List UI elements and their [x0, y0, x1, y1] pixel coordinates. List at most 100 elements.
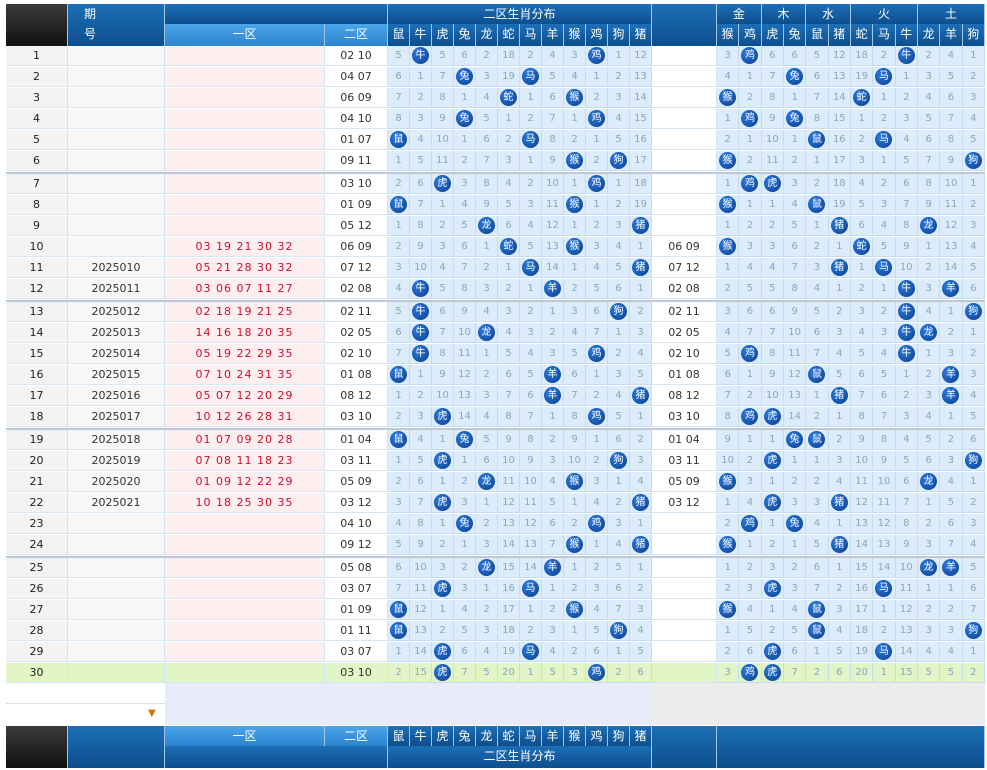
zodiac-hit-ball: 马: [875, 643, 893, 660]
zodiac-miss-count: 10: [432, 386, 454, 406]
zone2-numbers-repeat: 01 04: [652, 430, 717, 450]
zodiac-hit-cell: 龙: [476, 216, 498, 236]
element-miss-count: 4: [761, 258, 784, 278]
table-row: 20 2025019 07 08 11 18 23 03 11 1 5 虎 1 6 10 9 3 10 2…: [6, 451, 985, 471]
zodiac-miss-count: 5: [454, 216, 476, 236]
element-miss-count: 3: [783, 493, 807, 513]
table-row: 25 05 08 6 10 3 2 龙 15 14 羊 1 2 5 1 1 2 3 2 6 1 15 14 10 龙羊 5: [6, 558, 985, 578]
zodiac-miss-count: 7: [410, 493, 432, 513]
zodiac-hit-ball: 猴: [719, 196, 737, 213]
zodiac-hit-ball: 虎: [763, 452, 781, 469]
element-miss-count: 2: [739, 386, 762, 406]
element-col-header-11: 狗: [962, 24, 985, 46]
element-miss-count: 1: [739, 430, 762, 450]
zodiac-hit-ball: 龙: [478, 324, 495, 341]
zodiac-miss-count: 5: [476, 663, 498, 683]
zodiac-miss-count: 10: [410, 258, 432, 278]
element-miss-count: 3: [895, 109, 918, 129]
element-miss-count: 3: [761, 558, 784, 578]
element-col-header-7: 马: [873, 24, 896, 46]
element-miss-count: 4: [850, 174, 874, 194]
element-miss-count: 3: [962, 216, 985, 236]
element-miss-count: 6: [739, 642, 762, 662]
zodiac-miss-count: 4: [608, 109, 630, 129]
footer-zodiac-headers: 鼠牛虎兔龙蛇马羊猴鸡狗猪: [388, 726, 652, 746]
table-row: 14 2025013 14 16 18 20 35 02 05 6 牛 7 10 龙 4 3 2 4 7 1…: [6, 323, 985, 343]
zone1-numbers: [165, 130, 325, 150]
zodiac-hit-ball: 鸡: [741, 175, 759, 192]
table-row: 29 03 07 1 14 虎 6 4 19 马 4 2 6 1 5 2 6 虎 6 1 5 19 马 14 4 4 1: [6, 642, 985, 662]
zodiac-miss-count: 11: [542, 195, 564, 215]
zodiac-miss-count: 3: [410, 109, 432, 129]
element-hit-cell: 牛: [895, 46, 918, 66]
zodiac-hit-ball: 猴: [566, 152, 583, 169]
zodiac-miss-count: 1: [520, 663, 542, 683]
zodiac-miss-count: 5: [388, 302, 410, 322]
zodiac-miss-count: 6: [586, 302, 608, 322]
zodiac-miss-count: 14: [454, 407, 476, 427]
row-number: 5: [6, 130, 68, 150]
zodiac-hit-ball: 羊: [544, 366, 561, 383]
zodiac-miss-count: 2: [476, 514, 498, 534]
element-miss-count: 15: [828, 109, 851, 129]
table-row: 18 2025017 10 12 26 28 31 03 10 2 3 虎 14 4 8 7 1 8 鸡 5…: [6, 407, 985, 427]
element-miss-count: 10: [761, 386, 784, 406]
element-hit-cell: 虎: [761, 663, 784, 683]
zodiac-miss-count: 8: [476, 174, 498, 194]
zodiac-miss-count: 6: [410, 174, 432, 194]
zone2-numbers-repeat: [652, 558, 717, 578]
zodiac-miss-count: 2: [454, 151, 476, 171]
zodiac-miss-count: 11: [520, 493, 542, 513]
zodiac-hit-ball: 鸡: [588, 664, 605, 681]
zone2-numbers-repeat: [652, 195, 717, 215]
zodiac-hit-ball: 鼠: [808, 431, 826, 448]
zodiac-miss-count: 3: [498, 151, 520, 171]
zodiac-miss-count: 2: [388, 663, 410, 683]
zodiac-hit-cell: 虎: [432, 407, 454, 427]
element-hit-cell: 狗: [962, 451, 985, 471]
zodiac-miss-count: 3: [476, 386, 498, 406]
zodiac-miss-count: 14: [630, 88, 652, 108]
zone1-numbers: [165, 514, 325, 534]
element-hit-cell: 狗: [962, 151, 985, 171]
element-miss-count: 3: [873, 195, 896, 215]
period-cell: [68, 558, 165, 578]
element-hit-cell: 鼠: [806, 365, 829, 385]
element-miss-count: 4: [828, 472, 851, 492]
element-col-header-3: 兔: [783, 24, 807, 46]
zodiac-hit-cell: 牛: [410, 344, 432, 364]
arrow-down-icon[interactable]: ▼: [148, 708, 156, 719]
row-number: 8: [6, 195, 68, 215]
period-cell: 2025017: [68, 407, 165, 427]
element-miss-count: 8: [717, 407, 740, 427]
element-hit-cell: 羊: [940, 365, 963, 385]
element-grid: 2 1 10 1 鼠 16 2 马 4 6 8 5: [717, 130, 985, 150]
period-cell: [68, 514, 165, 534]
zodiac-miss-count: 14: [410, 642, 432, 662]
zodiac-hit-ball: 虎: [763, 494, 781, 511]
zodiac-miss-count: 2: [520, 302, 542, 322]
footer-zone3: [652, 726, 717, 768]
zone2-numbers: 02 10: [325, 344, 388, 364]
element-miss-count: 4: [895, 430, 918, 450]
zodiac-col-header-1: 牛: [410, 24, 432, 46]
zodiac-miss-count: 4: [476, 88, 498, 108]
zone2-numbers: 03 10: [325, 174, 388, 194]
element-hit-cell: 虎: [761, 493, 784, 513]
zodiac-hit-ball: 鸡: [588, 110, 605, 127]
zone2-numbers-repeat: [652, 535, 717, 555]
zodiac-miss-count: 4: [498, 323, 520, 343]
element-grid: 猴 1 1 4 鼠 19 5 3 7 9 11 2: [717, 195, 985, 215]
zone2-numbers-repeat: 08 12: [652, 386, 717, 406]
element-miss-count: 1: [873, 88, 896, 108]
zodiac-miss-count: 3: [630, 323, 652, 343]
zone2-numbers: 01 04: [325, 430, 388, 450]
zodiac-hit-ball: 狗: [610, 622, 627, 639]
element-miss-count: 13: [895, 621, 918, 641]
element-miss-count: 3: [850, 302, 874, 322]
zodiac-miss-count: 1: [454, 130, 476, 150]
zodiac-miss-count: 6: [586, 642, 608, 662]
element-miss-count: 10: [940, 174, 963, 194]
zodiac-hit-ball: 鼠: [808, 622, 826, 639]
zone1-numbers: 03 06 07 11 27: [165, 279, 325, 299]
